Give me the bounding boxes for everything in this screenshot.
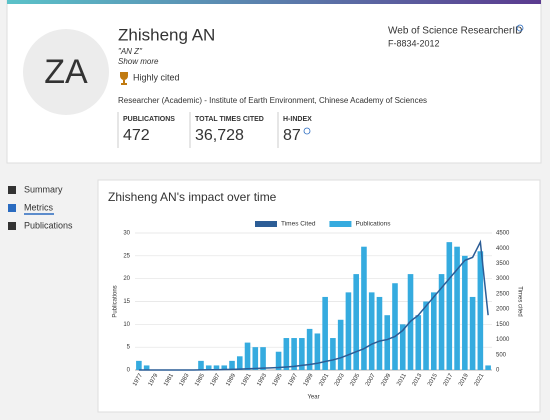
bar — [213, 365, 220, 370]
y-tick-label: 0 — [127, 368, 131, 374]
info-icon[interactable] — [516, 24, 524, 32]
chart-card — [97, 179, 541, 413]
bar — [275, 351, 282, 370]
trophy-icon — [120, 72, 128, 85]
nav: Summary Metrics Publications — [8, 184, 73, 230]
bar — [353, 274, 359, 370]
bar — [454, 246, 460, 370]
bar — [314, 333, 321, 370]
y-tick-label: 30 — [123, 231, 130, 237]
alias: "AN Z" — [118, 47, 143, 56]
bar — [477, 251, 484, 370]
name: Zhisheng AN — [118, 25, 215, 44]
y2-tick-label: 500 — [496, 352, 507, 358]
rid-label: Web of Science ResearcherID — [388, 26, 522, 37]
bar — [299, 338, 305, 370]
bar — [244, 342, 251, 370]
y-tick-label: 20 — [123, 276, 130, 282]
bar — [469, 296, 476, 370]
bar — [205, 365, 212, 370]
bar — [423, 301, 429, 370]
y2-axis-label: Times cited — [516, 286, 522, 316]
bar — [322, 296, 328, 370]
nav-item[interactable]: Publications — [24, 220, 73, 230]
line — [138, 239, 489, 371]
bar — [291, 338, 297, 370]
initials: ZA — [44, 53, 88, 91]
x-tick-label: 2011 — [396, 372, 408, 387]
stat-label: TOTAL TIMES CITED — [195, 116, 264, 123]
y-tick-label: 5 — [127, 345, 131, 351]
x-axis-label: Year — [307, 395, 319, 401]
bar — [361, 246, 367, 370]
badge: Highly cited — [133, 72, 180, 82]
bar — [485, 365, 491, 370]
bar — [430, 292, 437, 370]
accent-bar — [7, 0, 541, 4]
y-tick-label: 15 — [123, 299, 130, 305]
legend-label: Publications — [355, 221, 391, 228]
stat-value: 36,728 — [195, 127, 244, 144]
avatar — [23, 29, 109, 115]
affiliation: Researcher (Academic) - Institute of Ear… — [118, 96, 427, 105]
bar — [330, 338, 336, 370]
nav-icon — [8, 186, 16, 194]
legend-label: Times Cited — [281, 221, 316, 228]
bar — [260, 347, 266, 370]
bar — [306, 328, 313, 370]
y2-tick-label: 2000 — [496, 307, 510, 313]
bar — [345, 292, 352, 370]
bar — [198, 360, 204, 370]
bar — [392, 283, 398, 370]
y2-tick-label: 3500 — [496, 261, 510, 267]
bar — [136, 360, 142, 370]
bar — [446, 242, 453, 370]
bar — [252, 347, 259, 370]
legend-swatch — [255, 221, 277, 227]
stat-value: 87 — [283, 127, 301, 144]
bar — [337, 319, 344, 370]
chart: 0 5 10 15 20 25 30 0 500 1000 1500 2000 2500 3000 3500… — [113, 221, 523, 401]
bar — [438, 274, 445, 370]
bar — [143, 365, 150, 370]
bar — [368, 292, 375, 370]
stat-label: H-INDEX — [283, 116, 312, 123]
bar — [462, 255, 468, 370]
bar — [221, 365, 228, 370]
nav-icon — [8, 204, 16, 212]
bar — [229, 360, 235, 370]
y2-tick-label: 4500 — [496, 231, 510, 237]
y2-tick-label: 4000 — [496, 246, 510, 252]
y2-tick-label: 2500 — [496, 291, 510, 297]
y2-tick-label: 1500 — [496, 322, 510, 328]
info-icon[interactable] — [303, 127, 311, 135]
bar — [376, 296, 383, 370]
show-more[interactable]: Show more — [118, 57, 159, 66]
bar — [384, 315, 391, 370]
y-axis-label: Publications — [113, 285, 119, 317]
y-tick-label: 10 — [123, 322, 130, 328]
bar — [399, 324, 406, 370]
y2-tick-label: 1000 — [496, 337, 510, 343]
nav-icon — [8, 222, 16, 230]
y2-tick-label: 3000 — [496, 276, 510, 282]
stat-value: 472 — [123, 127, 150, 144]
y-tick-label: 25 — [123, 253, 130, 259]
stat-label: PUBLICATIONS — [123, 116, 175, 123]
bar — [283, 338, 290, 370]
bar — [236, 356, 243, 370]
y2-tick-label: 0 — [496, 368, 500, 374]
stats: PUBLICATIONS 472 TOTAL TIMES CITED 36,72… — [117, 112, 312, 148]
nav-item[interactable]: Summary — [24, 184, 63, 194]
legend-swatch — [329, 221, 352, 227]
nav-item[interactable]: Metrics — [24, 202, 53, 212]
bar — [415, 315, 422, 370]
rid: F-8834-2012 — [388, 38, 440, 48]
chart-title: Zhisheng AN's impact over time — [108, 190, 277, 204]
